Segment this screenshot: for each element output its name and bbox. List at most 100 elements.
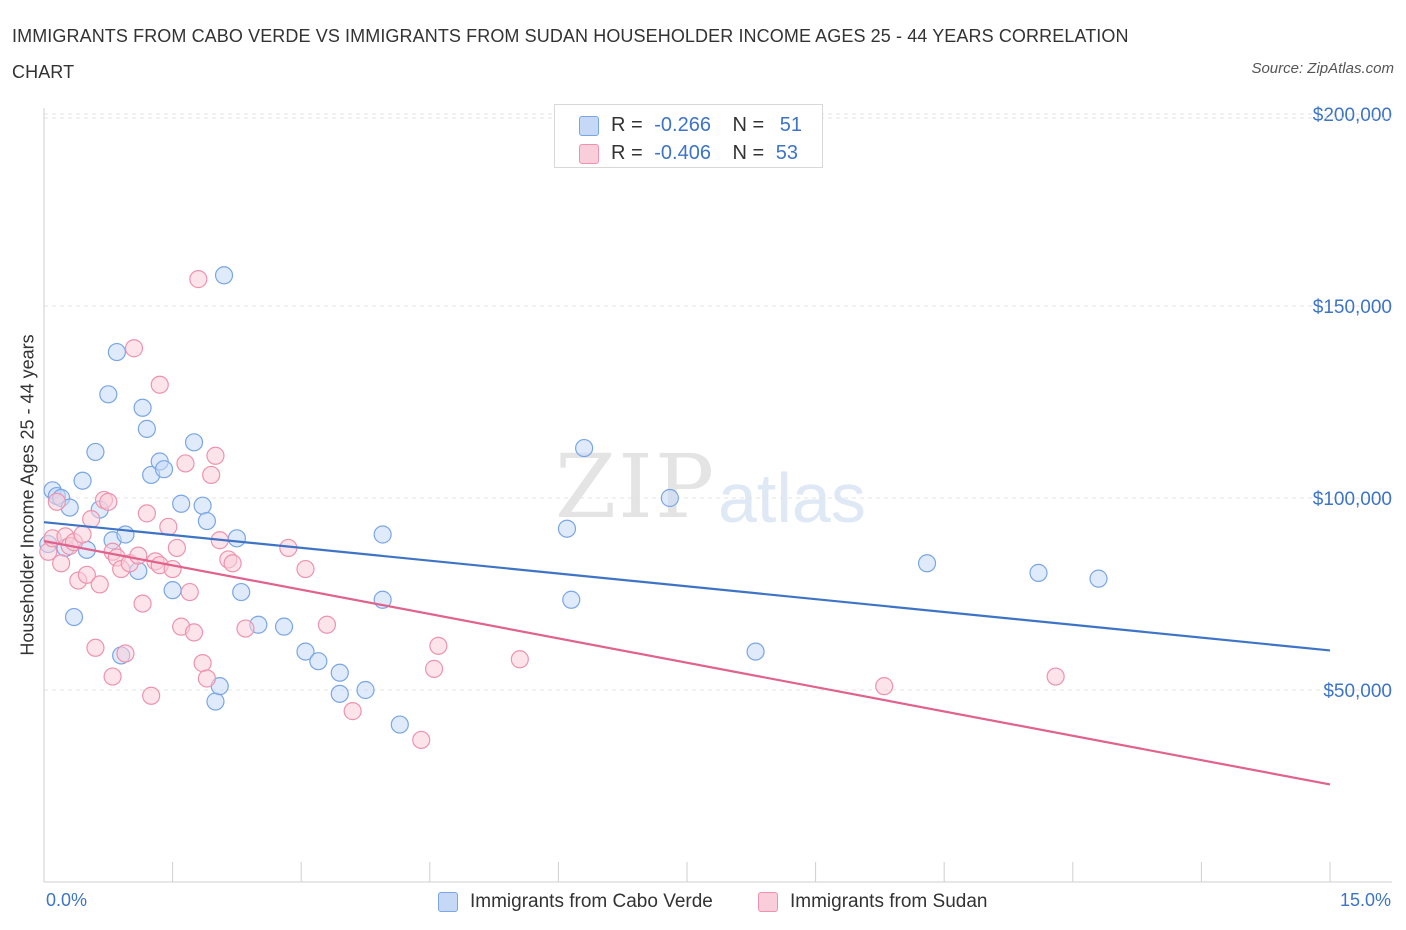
sudan-point	[99, 492, 118, 511]
cabo-verde-point	[214, 266, 234, 285]
sudan-point	[159, 517, 178, 536]
legend-r-label: R =	[611, 114, 643, 136]
legend-row-cabo-verde: R = -0.266 N = 51	[579, 113, 802, 137]
cabo-verde-point	[390, 715, 409, 734]
bottom-legend-label: Immigrants from Sudan	[790, 891, 988, 912]
cabo-verde-point	[746, 642, 765, 661]
chart-title: IMMIGRANTS FROM CABO VERDE VS IMMIGRANTS…	[12, 26, 1129, 82]
cabo-verde-point	[330, 684, 349, 703]
sudan-point	[223, 554, 242, 573]
cabo-verde-point	[116, 525, 135, 544]
sudan-point	[429, 636, 448, 655]
sudan-point	[77, 565, 96, 584]
sudan-point	[150, 375, 169, 394]
legend-n-value: 53	[775, 142, 799, 164]
sudan-point	[163, 559, 182, 579]
x-tick-label-min: 0.0%	[46, 890, 88, 910]
y-axis-label: Householder Income Ages 25 - 44 years	[17, 334, 38, 656]
sudan-point	[180, 582, 199, 602]
cabo-verde-point	[232, 582, 251, 602]
sudan-point	[343, 702, 362, 721]
bottom-legend-label: Immigrants from Cabo Verde	[470, 891, 713, 912]
legend-r-value: -0.406	[654, 142, 711, 164]
bottom-legend-swatch-pink	[758, 891, 778, 912]
cabo-verde-point	[309, 652, 328, 671]
sudan-point	[206, 446, 225, 465]
cabo-verde-point	[86, 442, 105, 462]
sudan-point	[510, 650, 529, 669]
sudan-point	[202, 465, 221, 485]
x-tick-label-max: 15.0%	[1340, 890, 1392, 910]
cabo-verde-point	[1089, 569, 1108, 588]
cabo-verde-point	[184, 433, 204, 452]
legend-r-value: -0.266	[654, 114, 711, 136]
cabo-verde-point	[330, 663, 349, 682]
cabo-verde-point	[133, 398, 152, 417]
correlation-legend: R = -0.266 N = 51 R = -0.406 N = 53	[554, 104, 823, 168]
sudan-point	[197, 669, 216, 688]
cabo-verde-point	[172, 494, 191, 513]
sudan-point	[82, 510, 101, 529]
sudan-point	[47, 492, 66, 511]
cabo-verde-point	[575, 438, 594, 458]
cabo-verde-point	[137, 419, 156, 438]
cabo-verde-point	[356, 680, 375, 700]
sudan-point	[73, 525, 92, 544]
cabo-verde-point	[64, 607, 84, 627]
sudan-point	[412, 730, 431, 750]
legend-n-label: N =	[732, 142, 765, 164]
cabo-verde-point	[99, 385, 118, 404]
sudan-point	[124, 339, 144, 358]
sudan-point	[424, 659, 444, 678]
sudan-point	[184, 623, 204, 642]
sudan-point	[86, 638, 105, 657]
cabo-verde-point	[373, 525, 392, 544]
cabo-verde-point	[562, 590, 581, 609]
sudan-point	[176, 454, 195, 473]
sudan-point	[167, 538, 186, 558]
cabo-verde-point	[296, 642, 315, 661]
sudan-point	[875, 677, 894, 696]
source-label: Source: ZipAtlas.com	[1251, 60, 1394, 77]
cabo-verde-point	[154, 460, 174, 479]
y-tick-label: $50,000	[1323, 681, 1392, 702]
y-tick-label: $100,000	[1313, 489, 1392, 510]
cabo-verde-point	[193, 496, 212, 515]
cabo-verde-point	[274, 617, 294, 636]
sudan-point	[296, 559, 315, 579]
y-tick-label: $150,000	[1313, 297, 1392, 318]
cabo-verde-point	[1029, 563, 1048, 582]
cabo-verde-point	[917, 554, 937, 573]
legend-swatch-pink	[579, 143, 599, 164]
cabo-verde-point	[206, 692, 225, 711]
bottom-legend-sudan: Immigrants from Sudan	[758, 889, 987, 915]
cabo-verde-point	[197, 511, 216, 531]
sudan-point	[129, 546, 148, 565]
bottom-legend-cabo-verde: Immigrants from Cabo Verde	[438, 889, 713, 915]
cabo-verde-point	[73, 471, 92, 490]
legend-swatch-blue	[579, 115, 599, 136]
legend-n-label: N =	[732, 114, 765, 136]
sudan-point	[317, 615, 337, 634]
bottom-legend-swatch-blue	[438, 891, 458, 912]
legend-n-value: 51	[779, 114, 803, 136]
cabo-verde-trendline	[43, 521, 1331, 652]
sudan-point	[52, 554, 71, 573]
legend-row-sudan: R = -0.406 N = 53	[579, 141, 798, 165]
sudan-point	[133, 594, 152, 613]
sudan-point	[116, 644, 135, 663]
legend-r-label: R =	[611, 142, 643, 164]
cabo-verde-point	[163, 581, 182, 600]
sudan-point	[236, 619, 255, 638]
sudan-point	[90, 575, 109, 594]
y-tick-label: $200,000	[1313, 105, 1392, 126]
sudan-point	[142, 686, 161, 705]
cabo-verde-point	[227, 529, 246, 548]
sudan-point	[189, 270, 208, 289]
cabo-verde-point	[557, 519, 577, 538]
sudan-point	[103, 667, 122, 686]
sudan-point	[137, 504, 156, 523]
sudan-point	[193, 654, 212, 673]
cabo-verde-point	[107, 342, 126, 362]
